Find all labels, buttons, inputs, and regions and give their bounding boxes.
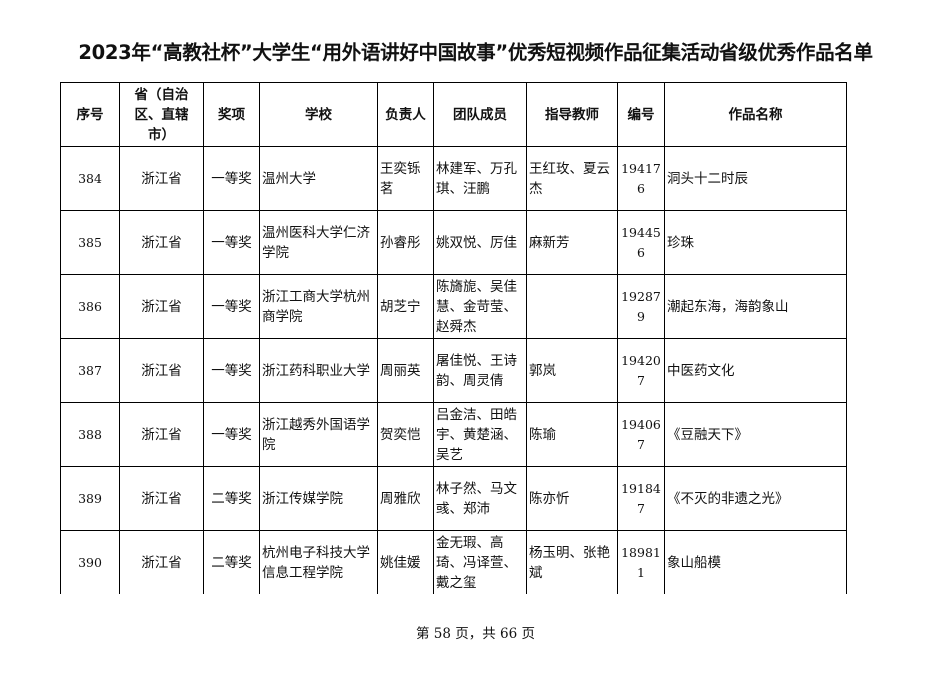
award-cell: 二等奖 — [203, 530, 260, 594]
advisor-cell — [526, 274, 618, 339]
table-row: 387 浙江省 一等奖 浙江药科职业大学 周丽英 屠佳悦、王诗韵、周灵倩 郭岚 194207 中… — [60, 338, 847, 403]
school-cell: 杭州电子科技大学信息工程学院 — [259, 530, 378, 594]
entry-code-cell: 194207 — [617, 338, 665, 403]
province-cell: 浙江省 — [119, 274, 204, 339]
header-award: 奖项 — [203, 82, 260, 147]
team-members-cell: 姚双悦、厉佳 — [433, 210, 527, 275]
advisor-cell: 麻新芳 — [526, 210, 618, 275]
leader-cell: 孙睿彤 — [377, 210, 434, 275]
province-cell: 浙江省 — [119, 146, 204, 211]
school-cell: 浙江传媒学院 — [259, 466, 378, 531]
province-cell: 浙江省 — [119, 466, 204, 531]
school-cell: 浙江越秀外国语学院 — [259, 402, 378, 467]
team-members-cell: 吕金洁、田皓宇、黄楚涵、吴艺 — [433, 402, 527, 467]
table-row: 385 浙江省 一等奖 温州医科大学仁济学院 孙睿彤 姚双悦、厉佳 麻新芳 194456 珍珠 — [60, 210, 847, 275]
award-cell: 二等奖 — [203, 466, 260, 531]
school-cell: 浙江工商大学杭州商学院 — [259, 274, 378, 339]
award-cell: 一等奖 — [203, 210, 260, 275]
leader-cell: 王奕铄茗 — [377, 146, 434, 211]
work-title-cell: 潮起东海，海韵象山 — [664, 274, 847, 339]
province-cell: 浙江省 — [119, 530, 204, 594]
header-school: 学校 — [259, 82, 378, 147]
work-title-cell: 《不灭的非遗之光》 — [664, 466, 847, 531]
advisor-cell: 王红玫、夏云杰 — [526, 146, 618, 211]
entry-code-cell: 192879 — [617, 274, 665, 339]
entry-code-cell: 194176 — [617, 146, 665, 211]
entry-code-cell: 189811 — [617, 530, 665, 594]
school-cell: 温州大学 — [259, 146, 378, 211]
team-members-cell: 林建军、万孔琪、汪鹏 — [433, 146, 527, 211]
entry-code-cell: 194067 — [617, 402, 665, 467]
header-leader: 负责人 — [377, 82, 434, 147]
award-cell: 一等奖 — [203, 146, 260, 211]
team-members-cell: 金无瑕、高琦、冯译萱、戴之玺 — [433, 530, 527, 594]
row-number-cell: 390 — [60, 530, 120, 594]
entry-code-cell: 194456 — [617, 210, 665, 275]
row-number-cell: 386 — [60, 274, 120, 339]
advisor-cell: 郭岚 — [526, 338, 618, 403]
advisor-cell: 陈瑜 — [526, 402, 618, 467]
team-members-cell: 屠佳悦、王诗韵、周灵倩 — [433, 338, 527, 403]
province-cell: 浙江省 — [119, 210, 204, 275]
awards-table: 序号 省（自治区、直辖市） 奖项 学校 负责人 团队成员 指导教师 编号 作品名… — [60, 82, 847, 594]
leader-cell: 胡芝宁 — [377, 274, 434, 339]
leader-cell: 周丽英 — [377, 338, 434, 403]
header-code: 编号 — [617, 82, 665, 147]
row-number-cell: 384 — [60, 146, 120, 211]
table-row: 389 浙江省 二等奖 浙江传媒学院 周雅欣 林子然、马文彧、郑沛 陈亦忻 191847 《不灭… — [60, 466, 847, 531]
award-cell: 一等奖 — [203, 274, 260, 339]
row-number-cell: 387 — [60, 338, 120, 403]
row-number-cell: 385 — [60, 210, 120, 275]
school-cell: 温州医科大学仁济学院 — [259, 210, 378, 275]
row-number-cell: 389 — [60, 466, 120, 531]
advisor-cell: 杨玉明、张艳斌 — [526, 530, 618, 594]
team-members-cell: 林子然、马文彧、郑沛 — [433, 466, 527, 531]
work-title-cell: 《豆融天下》 — [664, 402, 847, 467]
work-title-cell: 中医药文化 — [664, 338, 847, 403]
province-cell: 浙江省 — [119, 338, 204, 403]
page-number: 第 58 页，共 66 页 — [415, 626, 536, 642]
header-advisor: 指导教师 — [526, 82, 618, 147]
school-cell: 浙江药科职业大学 — [259, 338, 378, 403]
work-title-cell: 珍珠 — [664, 210, 847, 275]
entry-code-cell: 191847 — [617, 466, 665, 531]
header-no: 序号 — [60, 82, 120, 147]
work-title-cell: 象山船模 — [664, 530, 847, 594]
team-members-cell: 陈旖旎、吴佳慧、金苛莹、赵舜杰 — [433, 274, 527, 339]
header-work: 作品名称 — [664, 82, 847, 147]
work-title-cell: 洞头十二时辰 — [664, 146, 847, 211]
row-number-cell: 388 — [60, 402, 120, 467]
advisor-cell: 陈亦忻 — [526, 466, 618, 531]
award-cell: 一等奖 — [203, 402, 260, 467]
table-row: 390 浙江省 二等奖 杭州电子科技大学信息工程学院 姚佳媛 金无瑕、高琦、冯译萱、戴之玺… — [60, 530, 847, 594]
leader-cell: 贺奕恺 — [377, 402, 434, 467]
table-row: 386 浙江省 一等奖 浙江工商大学杭州商学院 胡芝宁 陈旖旎、吴佳慧、金苛莹、赵舜杰 19… — [60, 274, 847, 339]
header-province: 省（自治区、直辖市） — [119, 82, 204, 147]
leader-cell: 周雅欣 — [377, 466, 434, 531]
leader-cell: 姚佳媛 — [377, 530, 434, 594]
province-cell: 浙江省 — [119, 402, 204, 467]
table-header-row: 序号 省（自治区、直辖市） 奖项 学校 负责人 团队成员 指导教师 编号 作品名… — [60, 82, 847, 147]
table-row: 388 浙江省 一等奖 浙江越秀外国语学院 贺奕恺 吕金洁、田皓宇、黄楚涵、吴艺 陈瑜 194… — [60, 402, 847, 467]
page-title: 2023年“高教社杯”大学生“用外语讲好中国故事”优秀短视频作品征集活动省级优秀… — [78, 41, 873, 64]
header-members: 团队成员 — [433, 82, 527, 147]
award-cell: 一等奖 — [203, 338, 260, 403]
table-row: 384 浙江省 一等奖 温州大学 王奕铄茗 林建军、万孔琪、汪鹏 王红玫、夏云杰 194176… — [60, 146, 847, 211]
